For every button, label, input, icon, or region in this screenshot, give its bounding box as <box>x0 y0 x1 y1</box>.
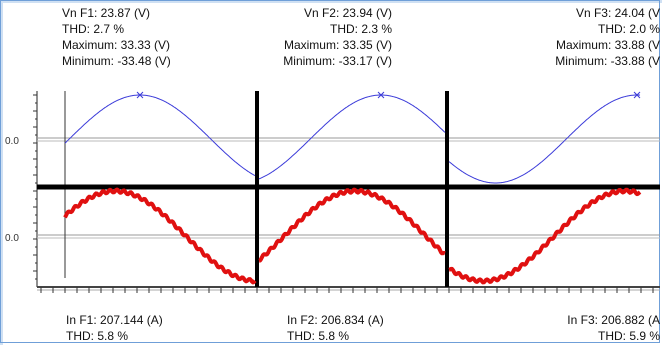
in-f1-label: In F1: 207.144 (A) <box>66 313 163 327</box>
in-f2-label: In F2: 206.834 (A) <box>287 313 384 327</box>
voltage-wave-2 <box>258 94 446 180</box>
vn-f3-thd: THD: 2.0 % <box>597 22 660 36</box>
vn-f1-info: Vn F1: 23.87 (V) THD: 2.7 % Maximum: 33.… <box>62 5 171 69</box>
in-f3-thd: THD: 5.9 % <box>597 329 660 343</box>
vn-f1-max: Maximum: 33.33 (V) <box>62 38 171 52</box>
in-f1-thd: THD: 5.8 % <box>66 329 129 343</box>
vn-f3-info: Vn F3: 24.04 (V THD: 2.0 % Maximum: 33.8… <box>530 5 660 69</box>
voltage-zero-label: 0.0 <box>5 136 19 147</box>
vn-f3-label: Vn F3: 24.04 (V <box>575 6 660 20</box>
vn-f3-max: Maximum: 33.88 (V <box>555 38 660 52</box>
vn-f3-min: Minimum: -33.88 (V <box>555 54 660 68</box>
vn-f2-min: Minimum: -33.17 (V) <box>283 54 392 68</box>
current-wave-1 <box>63 187 257 285</box>
vn-f1-min: Minimum: -33.48 (V) <box>62 54 171 68</box>
in-f1-info: In F1: 207.144 (A) THD: 5.8 % <box>66 312 163 344</box>
voltage-wave-1 <box>64 94 256 177</box>
vn-f2-label: Vn F2: 23.94 (V) <box>303 6 392 20</box>
in-f2-thd: THD: 5.8 % <box>287 329 350 343</box>
vn-f1-label: Vn F1: 23.87 (V) <box>62 6 151 20</box>
current-wave-3 <box>448 187 642 285</box>
vn-f1-thd: THD: 2.7 % <box>62 22 125 36</box>
waves-group <box>63 91 642 285</box>
in-f3-info: In F3: 206.882 (A THD: 5.9 % <box>540 312 660 344</box>
vn-f2-max: Maximum: 33.35 (V) <box>283 38 392 52</box>
in-f2-info: In F2: 206.834 (A) THD: 5.8 % <box>287 312 384 344</box>
vn-f2-thd: THD: 2.3 % <box>329 22 392 36</box>
voltage-marker <box>633 91 641 99</box>
current-wave-2 <box>258 187 446 263</box>
current-zero-label: 0.0 <box>5 233 19 244</box>
in-f3-label: In F3: 206.882 (A <box>567 313 660 327</box>
window-top-border <box>0 0 662 3</box>
voltage-marker <box>377 91 385 99</box>
voltage-marker <box>136 91 144 99</box>
vn-f2-info: Vn F2: 23.94 (V) THD: 2.3 % Maximum: 33.… <box>270 5 392 69</box>
voltage-wave-3 <box>448 94 641 184</box>
window-left-border <box>0 0 3 345</box>
